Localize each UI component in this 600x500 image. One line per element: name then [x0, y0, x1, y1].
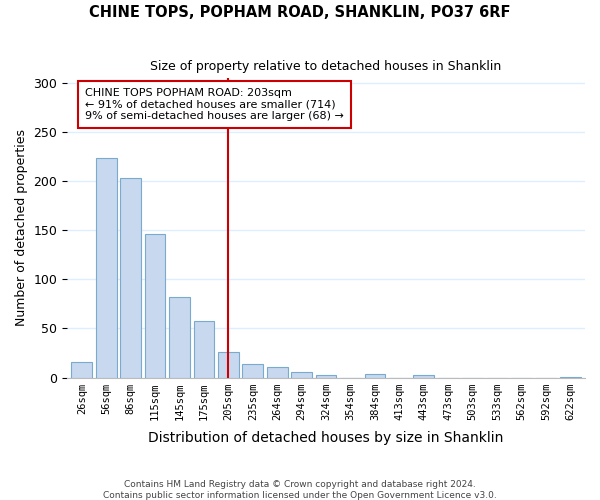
Bar — [145, 234, 166, 378]
Bar — [365, 374, 385, 378]
Bar — [316, 374, 337, 378]
Bar — [291, 372, 312, 378]
Bar — [120, 178, 141, 378]
Bar — [218, 352, 239, 378]
Bar — [413, 374, 434, 378]
Bar — [560, 376, 581, 378]
Bar — [242, 364, 263, 378]
Bar — [71, 362, 92, 378]
X-axis label: Distribution of detached houses by size in Shanklin: Distribution of detached houses by size … — [148, 431, 504, 445]
Text: CHINE TOPS, POPHAM ROAD, SHANKLIN, PO37 6RF: CHINE TOPS, POPHAM ROAD, SHANKLIN, PO37 … — [89, 5, 511, 20]
Text: Contains HM Land Registry data © Crown copyright and database right 2024.
Contai: Contains HM Land Registry data © Crown c… — [103, 480, 497, 500]
Y-axis label: Number of detached properties: Number of detached properties — [15, 130, 28, 326]
Bar — [96, 158, 116, 378]
Title: Size of property relative to detached houses in Shanklin: Size of property relative to detached ho… — [151, 60, 502, 73]
Bar — [267, 366, 287, 378]
Text: CHINE TOPS POPHAM ROAD: 203sqm
← 91% of detached houses are smaller (714)
9% of : CHINE TOPS POPHAM ROAD: 203sqm ← 91% of … — [85, 88, 344, 122]
Bar — [169, 297, 190, 378]
Bar — [194, 320, 214, 378]
